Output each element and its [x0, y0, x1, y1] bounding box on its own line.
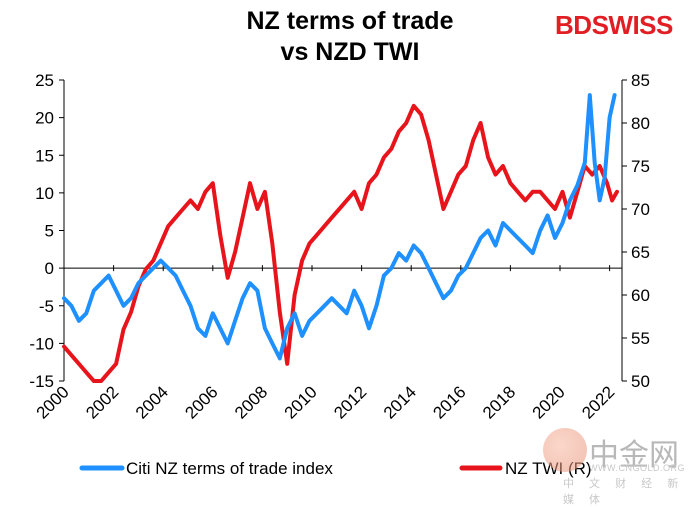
x-axis-tick-label: 2012 [330, 382, 370, 422]
left-axis-tick-label: -15 [29, 372, 54, 391]
chart-title-line-1: NZ terms of trade [246, 7, 454, 35]
bdswiss-logo: BDSWISS [555, 10, 673, 41]
cngold-logo-icon [543, 428, 587, 472]
right-axis-tick-label: 60 [631, 286, 650, 305]
right-axis-tick-label: 70 [631, 200, 650, 219]
x-axis-tick-label: 2022 [578, 382, 618, 422]
left-axis-tick-label: 20 [35, 109, 54, 128]
terms-of-trade-line [62, 93, 617, 361]
left-axis-tick-label: 10 [35, 184, 54, 203]
right-axis-tick-label: 55 [631, 329, 650, 348]
chart-title: NZ terms of trade vs NZD TWI [0, 6, 700, 68]
left-axis-tick-label: -10 [29, 334, 54, 353]
right-axis-tick-label: 85 [631, 71, 650, 90]
x-axis-tick-label: 2008 [231, 382, 271, 422]
twi-line [62, 103, 619, 383]
left-axis-tick-label: 0 [45, 259, 54, 278]
right-axis-tick-label: 65 [631, 243, 650, 262]
x-axis-tick-label: 2006 [181, 382, 221, 422]
right-axis-tick-label: 50 [631, 372, 650, 391]
left-axis-tick-label: 25 [35, 71, 54, 90]
bdswiss-logo-bd: BD [555, 10, 592, 40]
watermark-subtitle: 中 文 财 经 新 媒 体 [563, 478, 685, 506]
right-axis-tick-label: 75 [631, 157, 650, 176]
watermark-url: WWW.CNGOLD.ORG [589, 463, 685, 473]
left-axis-tick-label: 15 [35, 146, 54, 165]
x-axis-tick-label: 2004 [132, 382, 172, 422]
cngold-watermark: 中金网 WWW.CNGOLD.ORG 中 文 财 经 新 媒 体 [543, 428, 693, 506]
watermark-chinese: 中金网 [589, 438, 679, 473]
left-axis-tick-label: 5 [45, 222, 54, 241]
x-axis-tick-label: 2002 [82, 382, 122, 422]
x-axis-tick-label: 2018 [479, 382, 519, 422]
right-axis-tick-label: 80 [631, 114, 650, 133]
left-axis-tick-label: -5 [39, 297, 54, 316]
bdswiss-logo-swiss: SWISS [591, 10, 674, 40]
x-axis-tick-label: 2010 [281, 382, 321, 422]
chart-title-line-2: vs NZD TWI [280, 38, 420, 66]
legend-label-terms-of-trade: Citi NZ terms of trade index [126, 459, 333, 478]
x-axis-tick-label: 2016 [429, 382, 469, 422]
x-axis-tick-label: 2020 [529, 382, 569, 422]
x-axis-tick-label: 2014 [380, 382, 420, 422]
